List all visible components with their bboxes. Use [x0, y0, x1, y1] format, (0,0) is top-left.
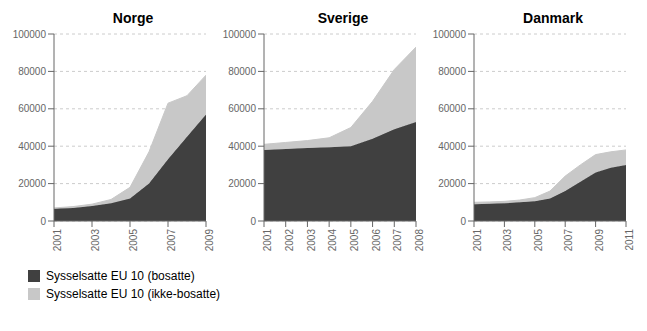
html-text:Sysselsatte EU 10 (ikke-bosatt: Sysselsatte EU 10 (ikke-bosatte) [46, 287, 221, 301]
svg-text:100000: 100000 [13, 29, 47, 40]
svg-text:40000: 40000 [228, 141, 256, 152]
svg-text:60000: 60000 [228, 103, 256, 114]
svg-text:2011: 2011 [624, 229, 635, 251]
svg-text:2007: 2007 [563, 229, 574, 252]
svg-text:2004: 2004 [327, 229, 338, 252]
svg-text:2003: 2003 [306, 229, 317, 252]
svg-text:60000: 60000 [438, 103, 466, 114]
svg-text:100000: 100000 [433, 29, 467, 40]
svg-text:2005: 2005 [128, 229, 139, 252]
svg-text:20000: 20000 [228, 178, 256, 189]
svg-text:2009: 2009 [594, 229, 605, 252]
svg-text:2006: 2006 [371, 229, 382, 252]
svg-text:2003: 2003 [503, 229, 514, 252]
svg-text:2002: 2002 [284, 229, 295, 252]
svg-text:2001: 2001 [262, 229, 273, 252]
svg-text:40000: 40000 [18, 141, 46, 152]
svg-text:2003: 2003 [90, 229, 101, 252]
svg-text:2005: 2005 [349, 229, 360, 252]
svg-text:20000: 20000 [438, 178, 466, 189]
html-text:Danmark: Danmark [523, 10, 583, 26]
svg-text:2001: 2001 [472, 229, 483, 252]
svg-text:0: 0 [250, 216, 256, 227]
svg-text:2007: 2007 [166, 229, 177, 252]
svg-text:2007: 2007 [392, 229, 403, 252]
html-text:Norge: Norge [112, 10, 154, 26]
svg-text:2001: 2001 [52, 229, 63, 252]
svg-text:20000: 20000 [18, 178, 46, 189]
svg-text:80000: 80000 [228, 66, 256, 77]
html-text:Sysselsatte EU 10 (bosatte): Sysselsatte EU 10 (bosatte) [46, 269, 195, 283]
svg-text:60000: 60000 [18, 103, 46, 114]
svg-text:80000: 80000 [438, 66, 466, 77]
svg-text:0: 0 [40, 216, 46, 227]
svg-text:100000: 100000 [223, 29, 257, 40]
svg-text:2009: 2009 [204, 229, 215, 252]
svg-text:40000: 40000 [438, 141, 466, 152]
svg-text:0: 0 [460, 216, 466, 227]
svg-text:2005: 2005 [533, 229, 544, 252]
svg-text:80000: 80000 [18, 66, 46, 77]
svg-text:2008: 2008 [414, 229, 425, 252]
html-text:Sverige: Sverige [317, 10, 369, 26]
